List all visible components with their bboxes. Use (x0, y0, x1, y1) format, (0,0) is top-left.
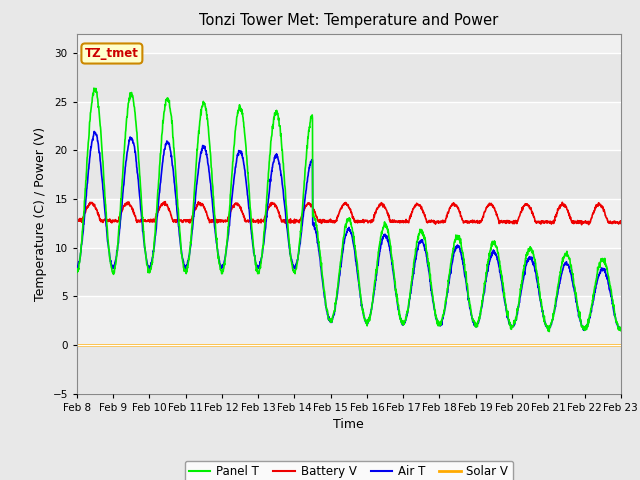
Bar (77, 53, 621, 102)
Air T (502, 302, 509, 308)
Air T (90, 129, 98, 134)
Bar (77, 248, 621, 296)
Legend: Panel T, Battery V, Air T, Solar V: Panel T, Battery V, Air T, Solar V (184, 461, 513, 480)
Panel T (338, 252, 346, 258)
Air T (602, 269, 609, 275)
Solar V (601, 343, 609, 348)
Title: Tonzi Tower Met: Temperature and Power: Tonzi Tower Met: Temperature and Power (199, 13, 499, 28)
Panel T (602, 261, 609, 266)
Battery V (338, 206, 346, 212)
Solar V (73, 343, 81, 348)
Air T (73, 264, 81, 270)
Panel T (101, 193, 109, 199)
Line: Air T: Air T (77, 132, 621, 331)
Panel T (602, 262, 609, 268)
Line: Battery V: Battery V (77, 202, 621, 225)
Air T (617, 326, 625, 332)
Bar (77, 345, 621, 394)
Panel T (73, 266, 81, 272)
Battery V (502, 218, 509, 224)
Y-axis label: Temperature (C) / Power (V): Temperature (C) / Power (V) (34, 127, 47, 300)
Air T (602, 270, 609, 276)
Panel T (502, 301, 509, 307)
Battery V (161, 199, 169, 204)
Panel T (617, 328, 625, 334)
Panel T (545, 329, 553, 335)
Line: Panel T: Panel T (77, 88, 621, 332)
Solar V (501, 343, 509, 348)
Solar V (617, 343, 625, 348)
Solar V (337, 343, 345, 348)
Battery V (617, 218, 625, 224)
Air T (545, 328, 552, 334)
Air T (323, 309, 331, 314)
Air T (101, 207, 109, 213)
Battery V (578, 222, 586, 228)
Solar V (601, 343, 609, 348)
Solar V (100, 343, 108, 348)
Battery V (323, 218, 331, 224)
Panel T (90, 85, 98, 91)
X-axis label: Time: Time (333, 418, 364, 431)
Battery V (100, 217, 108, 223)
Panel T (323, 308, 331, 313)
Battery V (602, 213, 609, 218)
Battery V (73, 217, 81, 223)
Air T (338, 257, 346, 263)
Text: TZ_tmet: TZ_tmet (85, 47, 139, 60)
Battery V (602, 213, 609, 218)
Solar V (323, 343, 331, 348)
Bar (77, 150, 621, 199)
